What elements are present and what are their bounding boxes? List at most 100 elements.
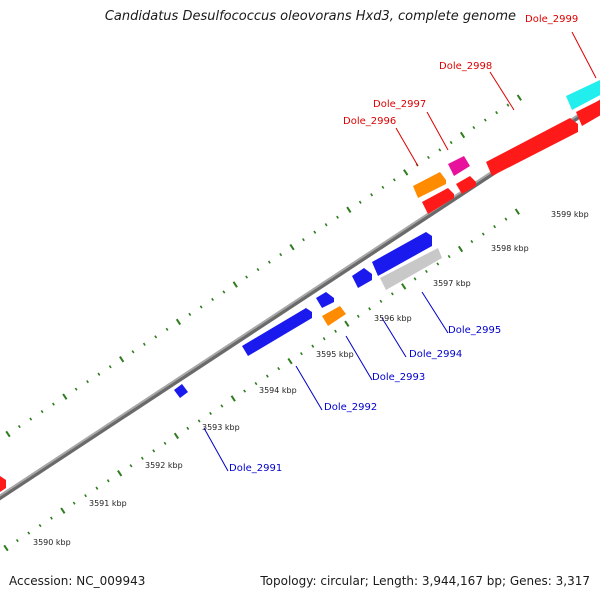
minor-tick <box>15 538 19 543</box>
minor-tick <box>425 269 428 274</box>
major-tick <box>230 395 236 402</box>
scale-label-3593: 3593 kbp <box>202 423 240 432</box>
major-tick <box>62 393 68 400</box>
minor-tick <box>277 366 281 371</box>
gene-label-dole-2998[interactable]: Dole_2998 <box>439 61 492 72</box>
minor-tick <box>356 314 360 318</box>
gene-dole-2998-feature[interactable] <box>486 100 600 176</box>
minor-tick <box>334 329 337 333</box>
gene-dole-2999-feature[interactable] <box>566 80 600 110</box>
major-tick <box>3 544 9 552</box>
minor-tick <box>481 232 485 236</box>
minor-tick <box>427 155 430 160</box>
gene-label-dole-2992[interactable]: Dole_2992 <box>324 402 377 413</box>
minor-tick <box>313 230 317 234</box>
gene-features <box>0 80 600 492</box>
minor-tick <box>243 389 247 393</box>
major-tick <box>289 243 295 251</box>
gene-label-dole-2996[interactable]: Dole_2996 <box>343 116 396 127</box>
minor-tick <box>358 200 362 204</box>
scale-label-3599: 3599 kbp <box>551 210 589 219</box>
minor-tick <box>188 312 192 317</box>
minor-tick <box>165 327 169 331</box>
minor-tick <box>163 441 167 445</box>
gene-label-dole-2994[interactable]: Dole_2994 <box>409 349 462 360</box>
gene-labels: Dole_2999 Dole_2998 Dole_2997 Dole_2996 … <box>229 14 578 474</box>
minor-tick <box>52 402 55 406</box>
gene-label-dole-2999[interactable]: Dole_2999 <box>525 14 578 25</box>
minor-tick <box>256 267 260 272</box>
minor-tick <box>74 387 78 391</box>
gene-dole-2995-feature[interactable] <box>372 232 442 290</box>
minor-tick <box>86 380 89 384</box>
gene-dole-2991-feature[interactable] <box>174 384 188 398</box>
gene-dole-2994-feature[interactable] <box>352 268 372 288</box>
minor-tick <box>379 299 383 303</box>
major-tick <box>459 131 466 139</box>
scale-label-3590: 3590 kbp <box>33 538 71 547</box>
minor-tick <box>493 224 497 229</box>
minor-tick <box>131 350 135 354</box>
gene-edge-feature <box>0 476 6 492</box>
minor-tick <box>472 125 476 130</box>
minor-tick <box>483 118 487 122</box>
minor-tick <box>265 374 269 378</box>
minor-tick <box>38 523 42 528</box>
minor-tick <box>72 501 76 505</box>
gene-label-dole-2993[interactable]: Dole_2993 <box>372 372 425 383</box>
minor-tick <box>220 404 224 408</box>
minor-tick <box>368 307 372 311</box>
minor-tick <box>302 238 305 242</box>
minor-tick <box>142 342 146 346</box>
gene-dole-2997-feature[interactable] <box>448 156 476 194</box>
major-tick <box>346 206 352 213</box>
minor-tick <box>449 140 453 145</box>
map-title: Candidatus Desulfococcus oleovorans Hxd3… <box>104 9 516 24</box>
minor-tick <box>470 239 474 244</box>
gene-dole-2992-feature[interactable] <box>242 308 312 356</box>
major-tick <box>175 318 182 326</box>
minor-tick <box>129 464 133 468</box>
minor-tick <box>211 297 214 302</box>
minor-tick <box>27 531 31 535</box>
minor-tick <box>40 409 44 414</box>
minor-tick <box>154 335 158 339</box>
minor-tick <box>152 449 156 453</box>
minor-tick <box>504 217 508 221</box>
minor-tick <box>254 381 258 386</box>
gene-label-leaders <box>203 31 597 472</box>
accession-text: Accession: NC_009943 <box>9 574 146 588</box>
major-tick <box>117 470 123 477</box>
inner-tick-ring <box>3 208 520 552</box>
gene-label-dole-2991[interactable]: Dole_2991 <box>229 463 282 474</box>
minor-tick <box>495 110 499 115</box>
gene-dole-2996-feature[interactable] <box>413 172 454 214</box>
minor-tick <box>197 419 201 423</box>
minor-tick <box>106 479 110 483</box>
minor-tick <box>279 252 283 257</box>
scale-label-3591: 3591 kbp <box>89 499 127 508</box>
gene-dole-2993-feature[interactable] <box>316 292 346 326</box>
minor-tick <box>84 494 87 498</box>
major-tick <box>403 169 409 176</box>
gene-label-dole-2997[interactable]: Dole_2997 <box>373 99 426 110</box>
minor-tick <box>222 290 226 294</box>
scale-label-3592: 3592 kbp <box>145 461 183 470</box>
minor-tick <box>267 260 271 264</box>
major-tick <box>457 245 464 253</box>
minor-tick <box>209 411 212 416</box>
major-tick <box>5 430 11 438</box>
major-tick <box>60 507 66 514</box>
gene-label-dole-2995[interactable]: Dole_2995 <box>448 325 501 336</box>
minor-tick <box>95 486 99 490</box>
minor-tick <box>29 417 33 421</box>
scale-label-3597: 3597 kbp <box>433 279 471 288</box>
minor-tick <box>390 292 394 296</box>
minor-tick <box>50 516 53 520</box>
minor-tick <box>245 275 249 279</box>
minor-tick <box>17 424 21 429</box>
minor-tick <box>186 426 190 431</box>
scale-label-3594: 3594 kbp <box>259 386 297 395</box>
minor-tick <box>392 178 396 182</box>
